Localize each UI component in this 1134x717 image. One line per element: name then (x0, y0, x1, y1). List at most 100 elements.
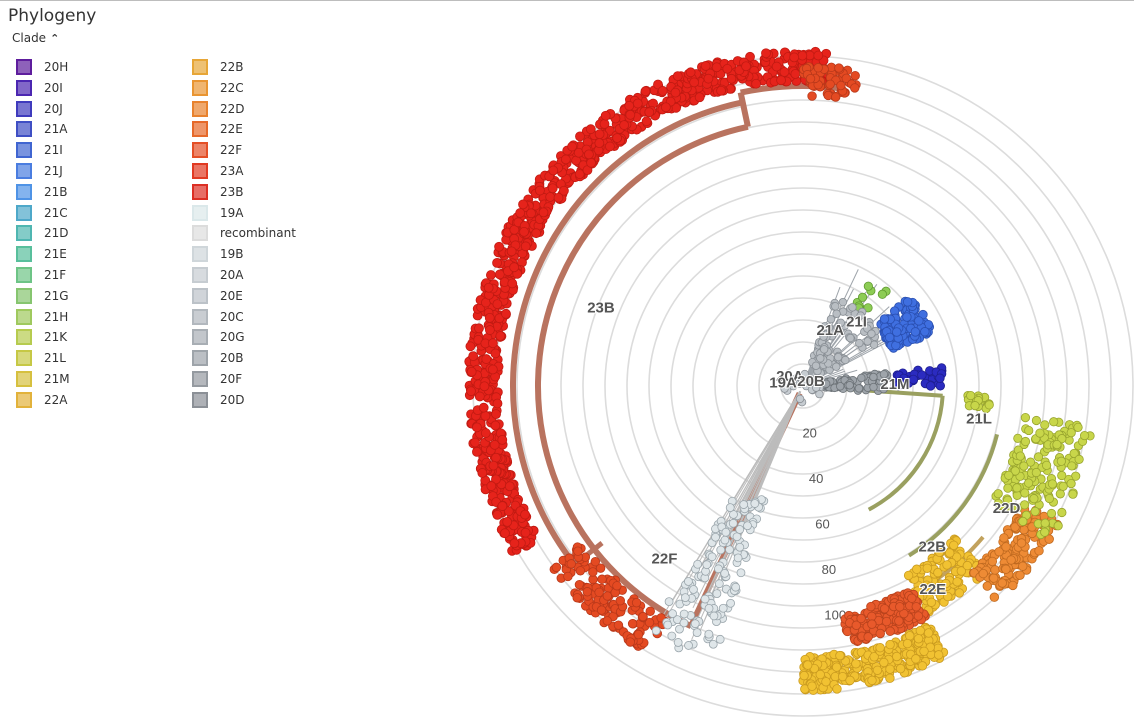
legend-item-21G[interactable]: 21G (16, 286, 69, 306)
tip-node[interactable] (941, 578, 951, 589)
tip-node[interactable] (875, 628, 885, 639)
tip-node[interactable] (519, 226, 529, 237)
tip-node[interactable] (582, 587, 593, 597)
tip-node[interactable] (1012, 483, 1022, 493)
tip-node[interactable] (526, 208, 536, 219)
tip-node[interactable] (466, 386, 476, 397)
tip-node[interactable] (494, 241, 504, 252)
tip-node[interactable] (684, 641, 693, 650)
tip-node[interactable] (597, 574, 607, 584)
tip-node[interactable] (806, 377, 815, 386)
tip-node[interactable] (663, 620, 673, 630)
tip-node[interactable] (486, 481, 497, 491)
tip-node[interactable] (487, 338, 498, 349)
legend-item-20E[interactable]: 20E (192, 286, 243, 306)
legend-item-22D[interactable]: 22D (192, 99, 245, 119)
tip-node[interactable] (863, 632, 873, 642)
tip-node[interactable] (692, 628, 702, 638)
tip-node[interactable] (845, 381, 854, 390)
tip-node[interactable] (625, 637, 635, 647)
tip-node[interactable] (1068, 489, 1078, 499)
tip-node[interactable] (761, 48, 771, 59)
legend-item-21A[interactable]: 21A (16, 119, 67, 139)
tip-node[interactable] (903, 570, 914, 581)
tip-node[interactable] (1040, 527, 1050, 537)
legend-item-21K[interactable]: 21K (16, 327, 67, 347)
tip-node[interactable] (726, 73, 737, 84)
legend-item-21E[interactable]: 21E (16, 244, 67, 264)
tip-node[interactable] (480, 411, 491, 421)
tip-node[interactable] (1057, 434, 1067, 444)
tip-node[interactable] (535, 185, 545, 196)
tip-node[interactable] (574, 169, 585, 180)
tip-node[interactable] (478, 402, 489, 413)
tip-node[interactable] (472, 422, 482, 433)
tip-node[interactable] (866, 601, 876, 612)
tip-node[interactable] (594, 129, 605, 140)
tip-node[interactable] (657, 86, 668, 96)
tip-node[interactable] (548, 165, 559, 176)
legend-item-21B[interactable]: 21B (16, 182, 68, 202)
tip-node[interactable] (912, 564, 922, 574)
tip-node[interactable] (949, 540, 959, 550)
tip-node[interactable] (627, 618, 638, 629)
tip-node[interactable] (551, 562, 562, 573)
tip-node[interactable] (892, 651, 902, 662)
tip-node[interactable] (1067, 461, 1077, 471)
tip-node[interactable] (575, 131, 585, 142)
tip-node[interactable] (645, 606, 655, 616)
tip-node[interactable] (615, 596, 626, 606)
tip-node[interactable] (1000, 502, 1010, 512)
tip-node[interactable] (708, 639, 718, 649)
tip-node[interactable] (857, 373, 866, 383)
legend-item-21C[interactable]: 21C (16, 203, 68, 223)
tip-node[interactable] (848, 303, 857, 312)
tip-node[interactable] (736, 568, 746, 578)
tip-node[interactable] (902, 297, 913, 307)
tip-node[interactable] (1003, 483, 1013, 493)
tip-node[interactable] (816, 354, 825, 363)
tip-node[interactable] (503, 506, 514, 517)
tip-node[interactable] (594, 138, 605, 149)
tip-node[interactable] (477, 468, 488, 478)
tip-node[interactable] (700, 61, 711, 71)
tip-node[interactable] (545, 192, 556, 202)
tip-node[interactable] (824, 323, 834, 332)
tip-node[interactable] (474, 391, 485, 402)
tip-node[interactable] (943, 591, 953, 602)
tip-node[interactable] (917, 370, 927, 380)
tip-node[interactable] (720, 535, 730, 545)
tip-node[interactable] (913, 634, 924, 644)
tip-node[interactable] (790, 69, 801, 79)
legend-item-22C[interactable]: 22C (192, 78, 244, 98)
tip-node[interactable] (833, 323, 842, 332)
tip-node[interactable] (798, 376, 807, 386)
tip-node[interactable] (779, 67, 790, 77)
tip-node[interactable] (869, 652, 879, 662)
tip-node[interactable] (851, 620, 862, 630)
tip-node[interactable] (732, 532, 742, 542)
tip-node[interactable] (583, 149, 594, 160)
legend-item-22B[interactable]: 22B (192, 57, 244, 77)
legend-item-21J[interactable]: 21J (16, 161, 63, 181)
tip-node[interactable] (867, 675, 877, 686)
tip-node[interactable] (660, 102, 671, 113)
tip-node[interactable] (486, 270, 496, 280)
tip-node[interactable] (925, 381, 936, 391)
tip-node[interactable] (869, 382, 878, 392)
legend-item-21F[interactable]: 21F (16, 265, 66, 285)
tip-node[interactable] (875, 642, 885, 653)
tip-node[interactable] (917, 661, 928, 671)
tip-node[interactable] (919, 646, 929, 656)
tip-node[interactable] (881, 616, 892, 627)
tip-node[interactable] (910, 327, 921, 337)
legend-item-21M[interactable]: 21M (16, 369, 70, 389)
tip-node[interactable] (905, 631, 915, 641)
tip-node[interactable] (1035, 428, 1045, 438)
tip-node[interactable] (750, 499, 760, 508)
tip-node[interactable] (718, 603, 728, 613)
tip-node[interactable] (923, 628, 934, 638)
tip-node[interactable] (1046, 508, 1057, 519)
tip-node[interactable] (596, 605, 607, 615)
tip-node[interactable] (602, 616, 612, 626)
